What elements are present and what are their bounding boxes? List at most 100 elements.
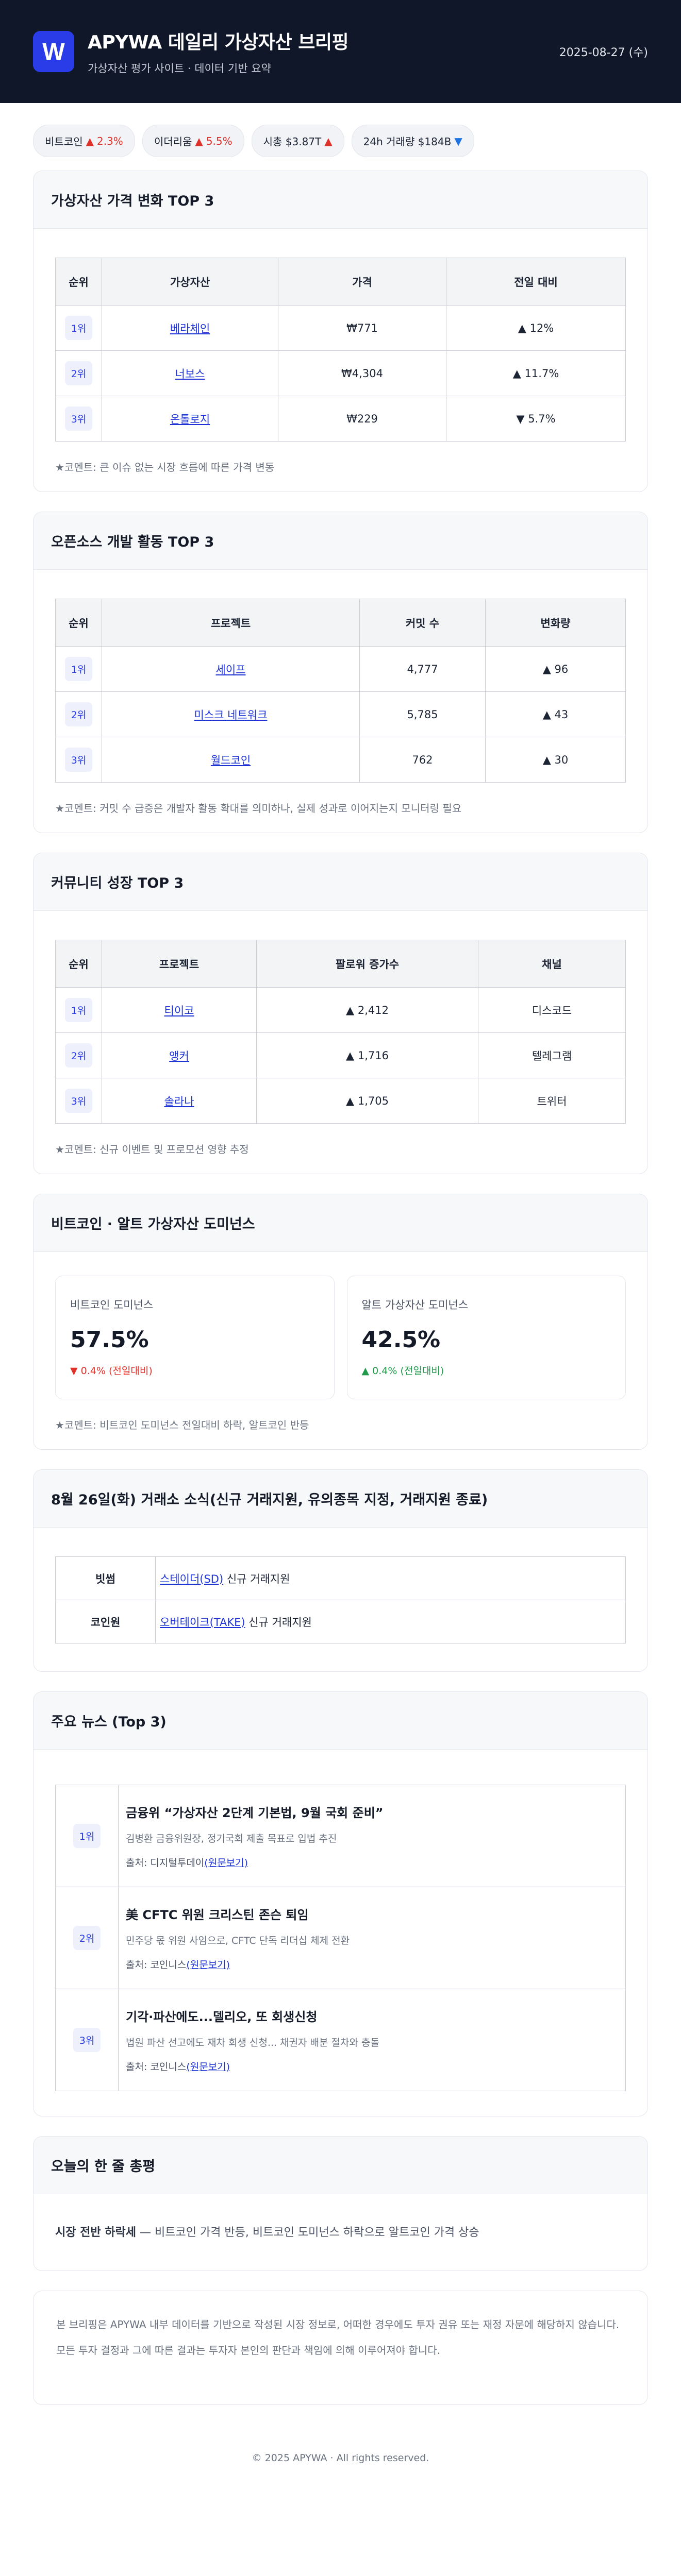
table-row: 2위 앵커 ▲ 1,716 텔레그램 bbox=[55, 1032, 626, 1078]
listing-link[interactable]: 스테이더(SD) bbox=[160, 1572, 224, 1585]
project-link[interactable]: 솔라나 bbox=[164, 1095, 194, 1108]
alt-dominance-change: ▲ 0.4% (전일대비) bbox=[361, 1365, 444, 1377]
price-cell: ₩771 bbox=[278, 305, 446, 351]
table-row: 1위 세이프 4,777 ▲ 96 bbox=[55, 646, 626, 692]
dominance-card: 비트코인 · 알트 가상자산 도미넌스 비트코인 도미넌스 57.5% ▼ 0.… bbox=[33, 1194, 648, 1450]
news-card: 주요 뉴스 (Top 3) 1위 금융위 “가상자산 2단계 기본법, 9월 국… bbox=[33, 1691, 648, 2116]
section-comment: ★코멘트: 비트코인 도미넌스 전일대비 하락, 알트코인 반등 bbox=[55, 1419, 309, 1431]
followers-cell: ▲ 1,716 bbox=[256, 1032, 478, 1078]
news-summary: 김병환 금융위원장, 정기국회 제출 목표로 입법 추진 bbox=[126, 1833, 337, 1844]
table-row: 1위 베라체인 ₩771 ▲ 12% bbox=[55, 305, 626, 351]
rank-badge: 2위 bbox=[64, 1043, 93, 1067]
commits-cell: 5,785 bbox=[359, 691, 486, 737]
page-subtitle: 가상자산 평가 사이트 · 데이터 기반 요약 bbox=[88, 62, 271, 75]
table-header-row: 순위 프로젝트 커밋 수 변화량 bbox=[55, 599, 626, 647]
alt-dominance-box: 알트 가상자산 도미넌스 42.5% ▲ 0.4% (전일대비) bbox=[346, 1276, 626, 1399]
section-title: 커뮤니티 성장 TOP 3 bbox=[34, 853, 647, 911]
section-title: 오늘의 한 줄 총평 bbox=[34, 2137, 647, 2194]
project-link[interactable]: 월드코인 bbox=[210, 754, 251, 767]
rank-badge: 1위 bbox=[64, 998, 93, 1022]
section-title: 8월 26일(화) 거래소 소식(신규 거래지원, 유의종목 지정, 거래지원 … bbox=[34, 1470, 647, 1528]
asset-link[interactable]: 베라체인 bbox=[170, 322, 210, 335]
ticker-chip-marketcap: 시총 $3.87T ▲ bbox=[251, 125, 344, 157]
project-link[interactable]: 앵커 bbox=[169, 1049, 189, 1062]
ticker-bar: 비트코인 ▲ 2.3% 이더리움 ▲ 5.5% 시총 $3.87T ▲ 24h … bbox=[0, 103, 681, 171]
brand: W APYWA 데일리 가상자산 브리핑 가상자산 평가 사이트 · 데이터 기… bbox=[33, 27, 349, 76]
exchange-card: 8월 26일(화) 거래소 소식(신규 거래지원, 유의종목 지정, 거래지원 … bbox=[33, 1469, 648, 1672]
section-title: 가상자산 가격 변화 TOP 3 bbox=[34, 171, 647, 229]
followers-cell: ▲ 1,705 bbox=[256, 1078, 478, 1124]
disclaimer: 본 브리핑은 APYWA 내부 데이터를 기반으로 작성된 시장 정보로, 어떠… bbox=[33, 2291, 648, 2405]
commits-cell: 762 bbox=[359, 737, 486, 783]
news-item: 1위 금융위 “가상자산 2단계 기본법, 9월 국회 준비” 김병환 금융위원… bbox=[55, 1785, 626, 1887]
dev-table: 순위 프로젝트 커밋 수 변화량 1위 세이프 4,777 ▲ 96 2위 미스… bbox=[55, 599, 626, 783]
project-link[interactable]: 미스크 네트워크 bbox=[194, 708, 268, 721]
rank-badge: 1위 bbox=[73, 1824, 101, 1848]
community-table: 순위 프로젝트 팔로워 증가수 채널 1위 티이코 ▲ 2,412 디스코드 2… bbox=[55, 940, 626, 1124]
rank-badge: 2위 bbox=[64, 361, 93, 385]
news-source: 출처: 코인니스(원문보기) bbox=[126, 1959, 230, 1971]
news-source: 출처: 디지털투데이(원문보기) bbox=[126, 1857, 248, 1869]
section-title: 비트코인 · 알트 가상자산 도미넌스 bbox=[34, 1194, 647, 1252]
original-article-link[interactable]: (원문보기) bbox=[186, 2061, 230, 2073]
asset-link[interactable]: 너보스 bbox=[175, 367, 205, 380]
btc-dominance-box: 비트코인 도미넌스 57.5% ▼ 0.4% (전일대비) bbox=[55, 1276, 335, 1399]
dev-top3-card: 오픈소스 개발 활동 TOP 3 순위 프로젝트 커밋 수 변화량 1위 세이프… bbox=[33, 512, 648, 833]
table-row: 1위 티이코 ▲ 2,412 디스코드 bbox=[55, 987, 626, 1033]
table-row: 3위 월드코인 762 ▲ 30 bbox=[55, 737, 626, 783]
news-item: 3위 기각·파산에도...델리오, 또 회생신청 법원 파산 선고에도 재차 회… bbox=[55, 1989, 626, 2091]
change-cell: ▲ 43 bbox=[485, 691, 626, 737]
ticker-chip-volume: 24h 거래량 $184B ▼ bbox=[351, 125, 474, 157]
exchange-name: 빗썸 bbox=[55, 1556, 156, 1600]
project-link[interactable]: 티이코 bbox=[164, 1004, 194, 1017]
up-arrow-icon: ▲ bbox=[195, 134, 203, 147]
table-row: 2위 너보스 ₩4,304 ▲ 11.7% bbox=[55, 350, 626, 396]
original-article-link[interactable]: (원문보기) bbox=[186, 1959, 230, 1971]
exchange-name: 코인원 bbox=[55, 1600, 156, 1643]
channel-cell: 디스코드 bbox=[478, 987, 626, 1033]
price-cell: ₩229 bbox=[278, 396, 446, 442]
summary-card: 오늘의 한 줄 총평 시장 전반 하락세 — 비트코인 가격 반등, 비트코인 … bbox=[33, 2136, 648, 2271]
section-comment: ★코멘트: 신규 이벤트 및 프로모션 영향 추정 bbox=[55, 1143, 249, 1156]
page-title: APYWA 데일리 가상자산 브리핑 bbox=[88, 32, 349, 53]
price-table: 순위 가상자산 가격 전일 대비 1위 베라체인 ₩771 ▲ 12% 2위 너… bbox=[55, 258, 626, 442]
section-title: 주요 뉴스 (Top 3) bbox=[34, 1692, 647, 1750]
price-top3-card: 가상자산 가격 변화 TOP 3 순위 가상자산 가격 전일 대비 1위 베라체… bbox=[33, 171, 648, 492]
apywa-logo: W bbox=[33, 31, 74, 72]
rank-badge: 3위 bbox=[64, 1089, 93, 1113]
footer-copyright: © 2025 APYWA · All rights reserved. bbox=[252, 2452, 429, 2464]
section-comment: ★코멘트: 커밋 수 급증은 개발자 활동 확대를 의미하나, 실제 성과로 이… bbox=[55, 802, 462, 815]
table-row: 3위 솔라나 ▲ 1,705 트위터 bbox=[55, 1078, 626, 1124]
table-row: 3위 온톨로지 ₩229 ▼ 5.7% bbox=[55, 396, 626, 442]
asset-link[interactable]: 온톨로지 bbox=[170, 413, 210, 426]
change-cell: ▲ 12% bbox=[446, 305, 626, 351]
up-arrow-icon: ▲ bbox=[86, 134, 94, 147]
news-title: 美 CFTC 위원 크리스틴 존슨 퇴임 bbox=[126, 1908, 309, 1922]
ticker-chip-eth: 이더리움 ▲ 5.5% bbox=[142, 125, 244, 157]
news-source: 출처: 코인니스(원문보기) bbox=[126, 2061, 230, 2073]
section-title: 오픈소스 개발 활동 TOP 3 bbox=[34, 512, 647, 570]
original-article-link[interactable]: (원문보기) bbox=[204, 1857, 248, 1869]
rank-badge: 1위 bbox=[64, 657, 93, 681]
price-cell: ₩4,304 bbox=[278, 350, 446, 396]
news-summary: 민주당 몫 위원 사임으로, CFTC 단독 리더십 체제 전환 bbox=[126, 1935, 350, 1946]
listing-link[interactable]: 오버테이크(TAKE) bbox=[160, 1616, 245, 1629]
followers-cell: ▲ 2,412 bbox=[256, 987, 478, 1033]
summary-text: 시장 전반 하락세 — 비트코인 가격 반등, 비트코인 도미넌스 하락으로 알… bbox=[55, 2226, 479, 2239]
project-link[interactable]: 세이프 bbox=[215, 663, 246, 676]
btc-dominance-change: ▼ 0.4% (전일대비) bbox=[70, 1365, 153, 1377]
commits-cell: 4,777 bbox=[359, 646, 486, 692]
table-row: 코인원 오버테이크(TAKE) 신규 거래지원 bbox=[55, 1600, 626, 1643]
change-cell: ▲ 96 bbox=[485, 646, 626, 692]
news-title: 금융위 “가상자산 2단계 기본법, 9월 국회 준비” bbox=[126, 1806, 384, 1820]
table-header-row: 순위 프로젝트 팔로워 증가수 채널 bbox=[55, 940, 626, 988]
up-arrow-icon: ▲ bbox=[324, 134, 333, 147]
rank-badge: 2위 bbox=[64, 702, 93, 726]
change-cell: ▲ 30 bbox=[485, 737, 626, 783]
section-comment: ★코멘트: 큰 이슈 없는 시장 흐름에 따른 가격 변동 bbox=[55, 461, 275, 473]
table-header-row: 순위 가상자산 가격 전일 대비 bbox=[55, 258, 626, 306]
rank-badge: 3위 bbox=[73, 2028, 101, 2052]
briefing-date: 2025-08-27 (수) bbox=[559, 46, 648, 59]
rank-badge: 2위 bbox=[73, 1926, 101, 1950]
